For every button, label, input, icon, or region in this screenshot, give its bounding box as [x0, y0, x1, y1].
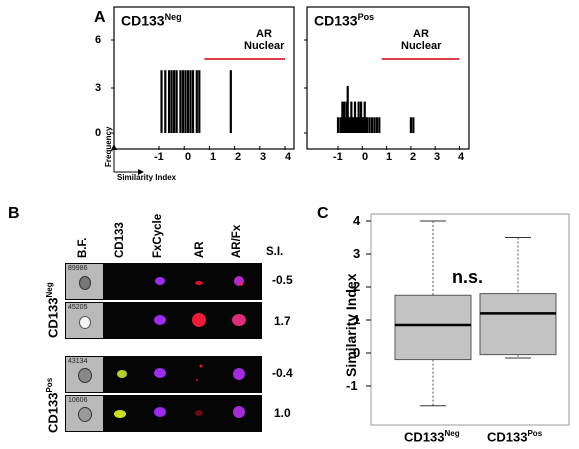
ar-fx-signal — [233, 406, 245, 418]
neg-x-tick: 4 — [285, 151, 292, 163]
neg-x-tick: 2 — [235, 151, 242, 163]
y-tick-3: 3 — [95, 82, 102, 94]
ar-signal — [195, 281, 203, 285]
similarity-index-value: -0.5 — [272, 273, 293, 287]
histogram-pos-frame — [306, 6, 470, 150]
similarity-index-value: -0.4 — [272, 366, 293, 380]
histogram-pos-bars — [336, 58, 460, 133]
ar-fx-signal — [233, 368, 245, 380]
ar-fx-signal — [232, 314, 246, 326]
neg-x-tick: 3 — [260, 151, 267, 163]
boxplot-y-tick-label: 2 — [353, 279, 361, 294]
pos-x-tick: 0 — [362, 151, 369, 163]
fxcycle-signal — [154, 315, 166, 325]
panel-b-letter: B — [8, 205, 20, 222]
ar-signal — [196, 379, 198, 381]
boxplot-boxes — [394, 220, 557, 407]
boxplot-y-tick-label: -1 — [346, 378, 358, 393]
pos-x-tick: -1 — [333, 151, 343, 163]
boxplot-x-label-neg: CD133Neg — [404, 429, 460, 445]
neg-x-tick: 0 — [185, 151, 192, 163]
pos-x-tick: 4 — [458, 151, 465, 163]
boxplot-x-label-pos: CD133Pos — [487, 429, 543, 445]
similarity-arrowhead — [138, 169, 144, 175]
neg-x-tick: 1 — [210, 151, 217, 163]
brightfield-image: 89986 — [66, 264, 103, 299]
similarity-index-value: 1.7 — [274, 314, 291, 328]
fxcycle-signal — [154, 407, 166, 417]
ar-fx-dot — [239, 282, 243, 286]
frequency-arrowhead — [111, 144, 117, 150]
y-tick-6: 6 — [95, 34, 102, 46]
histogram-neg-frame — [113, 6, 295, 150]
pos-x-tick: 2 — [410, 151, 417, 163]
histogram-cd133neg — [111, 6, 470, 175]
brightfield-image: 45205 — [66, 303, 103, 338]
histogram-ticks — [111, 39, 460, 150]
pos-x-tick: 1 — [386, 151, 393, 163]
brightfield-image: 10606 — [66, 396, 103, 431]
ar-signal — [195, 410, 203, 416]
pos-histogram-title: CD133Pos — [314, 12, 375, 29]
similarity-axis-label: Similarity Index — [117, 173, 177, 182]
boxplot-annotation: n.s. — [452, 267, 484, 287]
y-tick-0: 0 — [95, 127, 102, 139]
neg-histogram-title: CD133Neg — [121, 12, 182, 29]
ar-signal — [192, 313, 206, 327]
fxcycle-signal — [155, 277, 165, 285]
ar-signal — [199, 364, 203, 368]
histogram-neg-bars — [160, 58, 285, 133]
panel-a-letter: A — [94, 9, 106, 26]
brightfield-image: 43134 — [66, 357, 103, 392]
boxplot-y-tick-label: 1 — [353, 312, 361, 327]
panel-c-letter: C — [317, 205, 329, 222]
boxplot-y-tick-label: 4 — [353, 213, 361, 228]
column-header-si: S.I. — [266, 246, 284, 258]
pos-ar-nuclear-label: AR Nuclear — [401, 28, 442, 52]
boxplot-y-tick-label: 0 — [353, 345, 361, 360]
boxplot-box — [479, 293, 557, 356]
pos-x-tick: 3 — [434, 151, 441, 163]
neg-x-tick: -1 — [154, 151, 164, 163]
fxcycle-signal — [154, 368, 166, 378]
similarity-index-value: 1.0 — [274, 406, 291, 420]
boxplot-y-ticks — [366, 220, 371, 387]
boxplot-box — [394, 294, 472, 361]
boxplot-y-tick-label: 3 — [353, 246, 361, 261]
cd133-signal — [117, 370, 127, 378]
neg-ar-nuclear-label: AR Nuclear — [244, 28, 285, 52]
cd133-signal — [114, 410, 126, 418]
